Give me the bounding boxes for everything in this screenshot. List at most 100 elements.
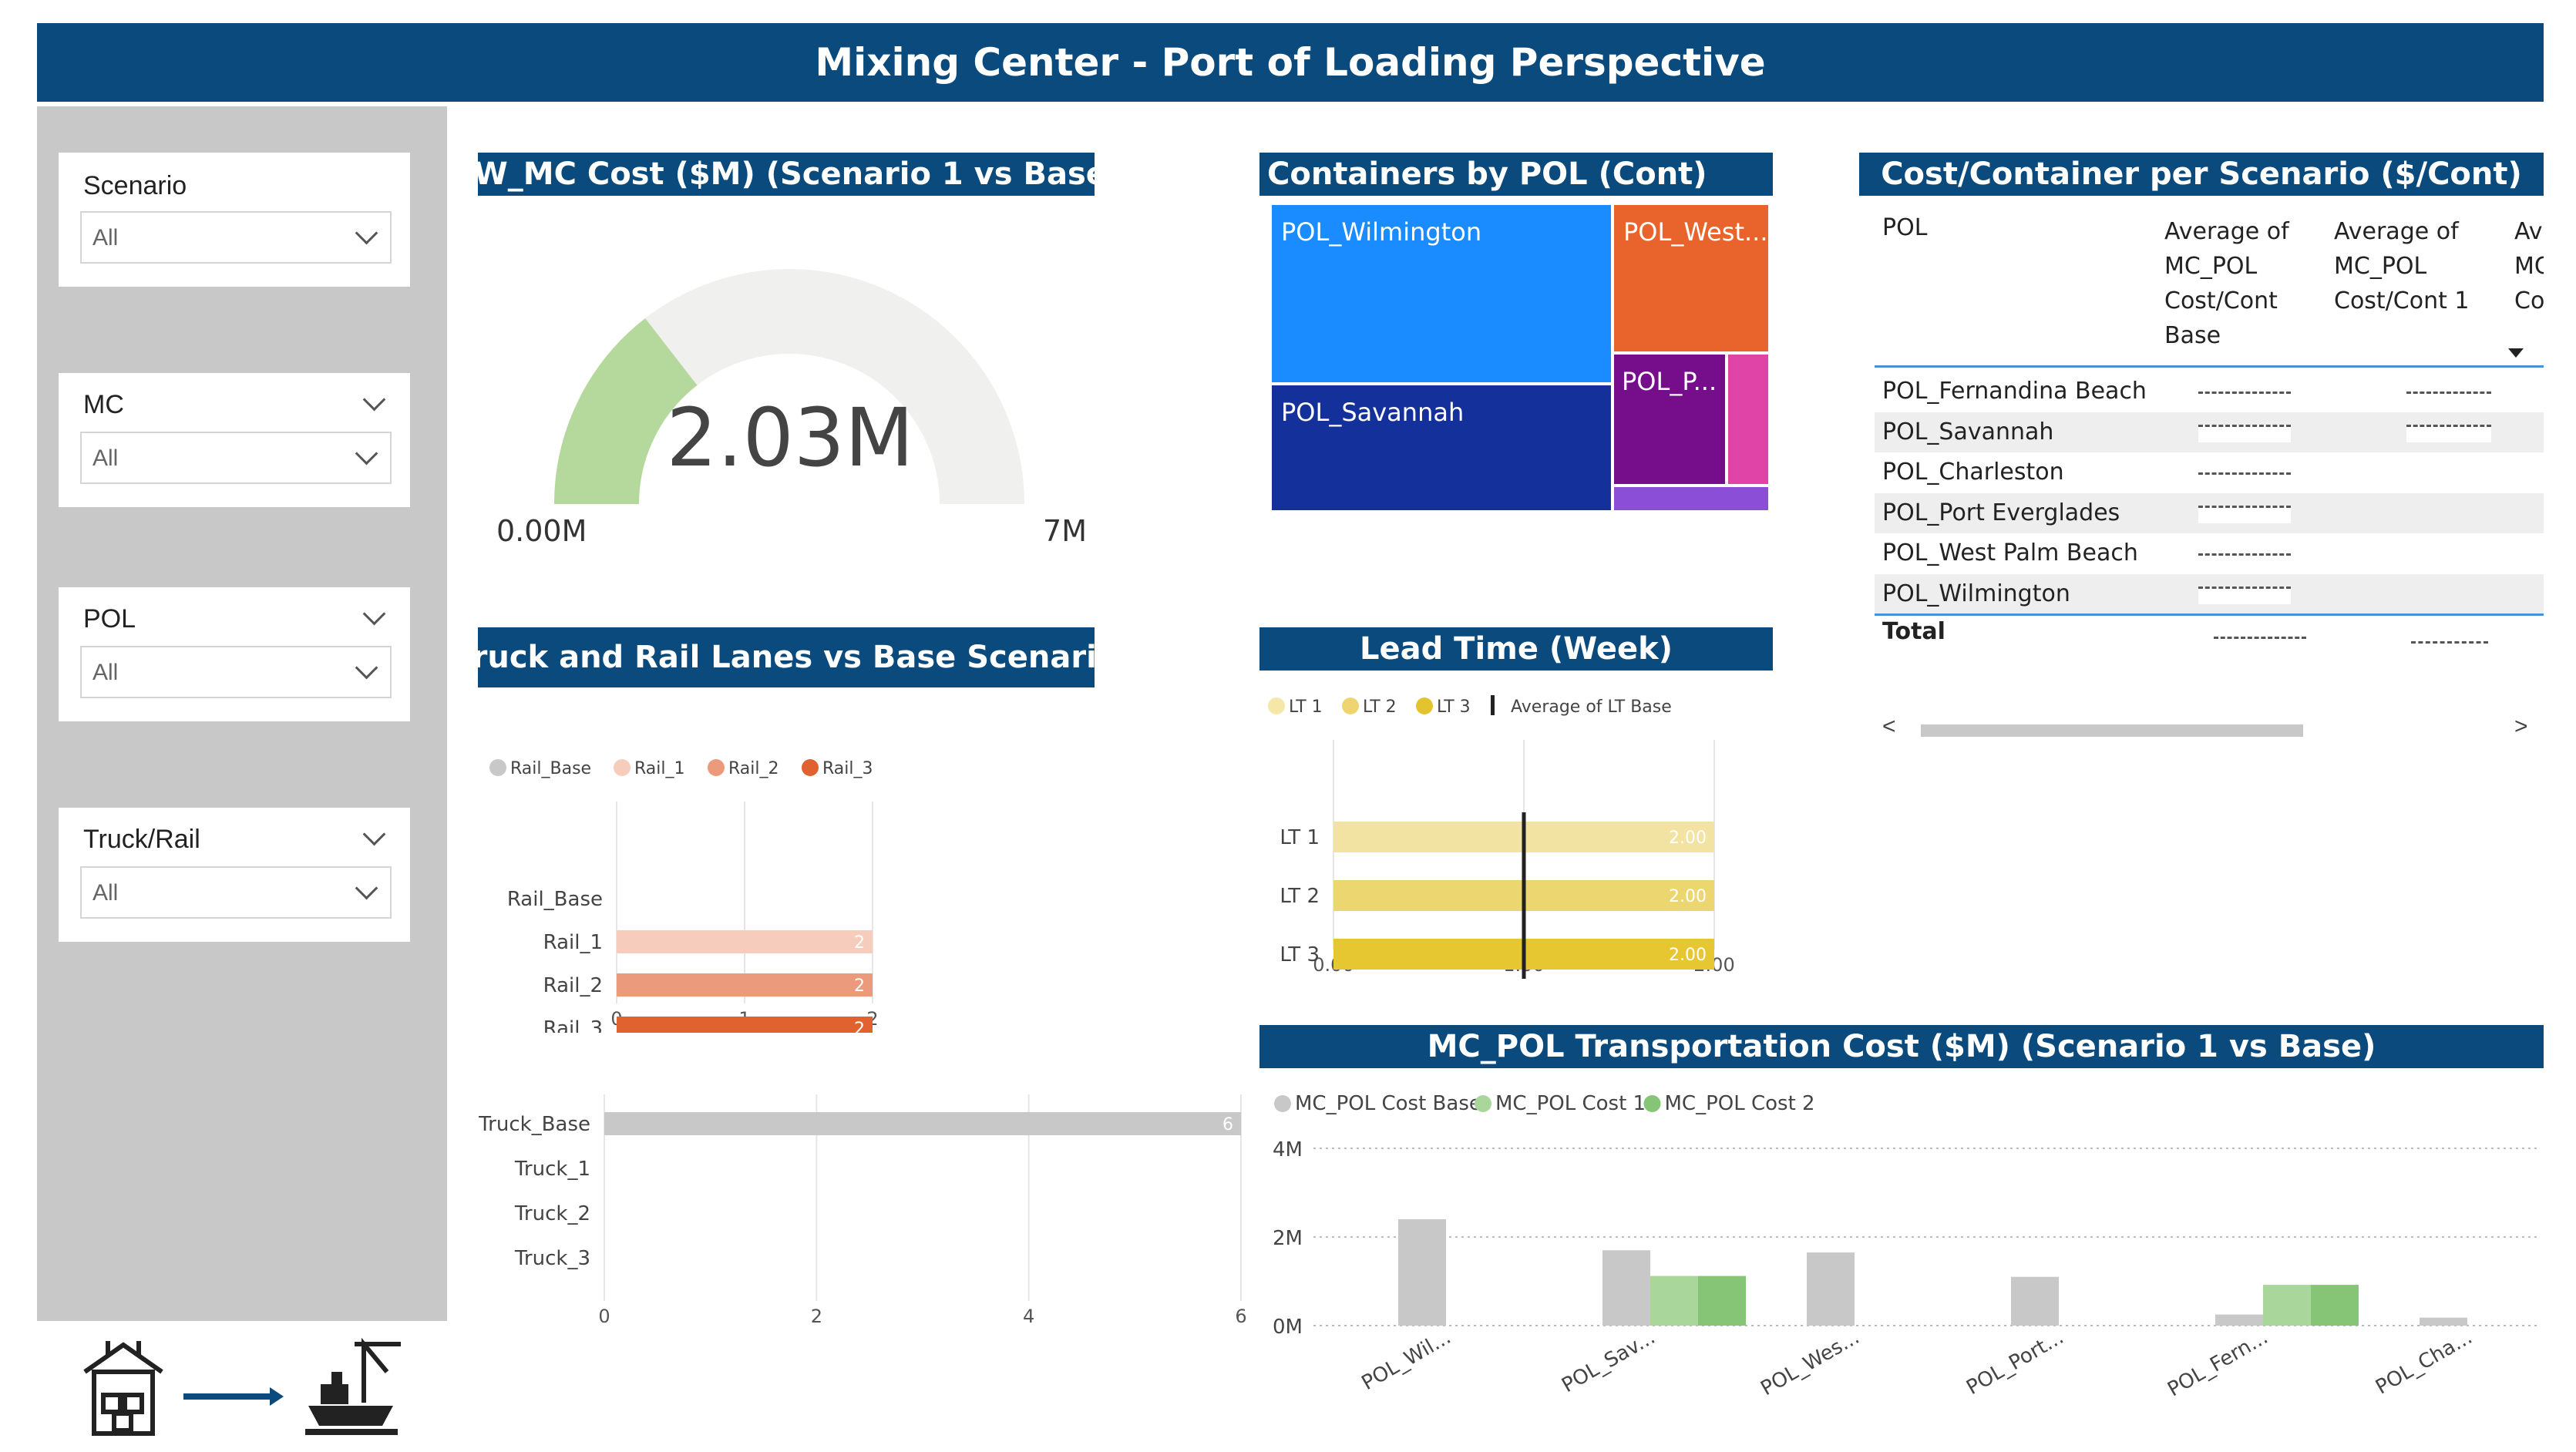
legend-marker [614,759,631,776]
table-cell-pol: POL_Charleston [1882,459,2064,486]
chevron-down-icon [355,221,378,245]
legend-entry[interactable]: LT 1 [1289,697,1323,717]
sort-desc-icon[interactable] [2508,348,2524,358]
header-line: Average of [2164,218,2289,245]
table-row[interactable]: POL_Fernandina Beach [1875,371,2544,412]
table-row[interactable]: POL_Savannah [1875,412,2544,452]
legend-entry[interactable]: LT 2 [1363,697,1397,717]
table-row[interactable]: POL_West Palm Beach [1875,533,2544,574]
table-total-label: Total [1882,618,1945,645]
legend-entry[interactable]: MC_POL Cost 1 [1495,1092,1646,1115]
total-divider [1875,613,2544,616]
treemap-tile[interactable] [1614,487,1768,510]
x-tick-label: POL_Fern... [2164,1326,2272,1401]
legend-entry[interactable]: MC_POL Cost Base [1295,1092,1481,1115]
table-cell-pol: POL_Fernandina Beach [1882,378,2147,405]
treemap-tile[interactable]: POL_P... [1614,355,1725,484]
truck-lanes-chart[interactable]: 0 2 4 6 Truck_Base 6 Truck_1 Truck_2 Truck_3 [462,1087,1249,1326]
bar[interactable] [1398,1219,1446,1326]
pol-dropdown[interactable]: All [80,646,392,698]
chevron-down-icon[interactable] [362,388,386,412]
treemap-tile[interactable]: POL_West... [1614,205,1768,351]
treemap-tile[interactable]: POL_Wilmington [1272,205,1611,382]
bar[interactable] [2311,1285,2359,1326]
scroll-right-icon[interactable]: > [2514,714,2528,739]
table-row[interactable]: POL_Charleston [1875,452,2544,493]
table-row[interactable]: POL_Port Everglades [1875,492,2544,533]
masked-value [2406,424,2491,442]
bar[interactable] [2215,1314,2263,1326]
gauge-title: SW_MC Cost ($M) (Scenario 1 vs Base) [478,156,1095,192]
legend-marker [1416,697,1433,714]
bar[interactable] [617,930,873,953]
transport-title: MC_POL Transportation Cost ($M) (Scenari… [1427,1029,2376,1064]
header-line: MC_POL [2164,253,2258,280]
category-label: Rail_2 [543,974,603,997]
transport-cost-chart[interactable]: 0M 2M 4M MC_POL Cost Base MC_POL Cost 1 MC_PO… [1259,1071,2544,1449]
treemap-tile[interactable]: POL_Savannah [1272,385,1611,510]
scenario-dropdown-value: All [92,225,119,250]
table-header-pol[interactable]: POL [1882,214,1928,241]
mc-dropdown-value: All [92,445,119,471]
bar[interactable] [604,1112,1241,1135]
cost-gauge[interactable]: 2.03M 0.00M 7M [478,196,1095,566]
masked-value [2406,392,2491,394]
containers-treemap[interactable]: POL_Wilmington POL_West... POL_Savannah … [1272,205,1768,510]
bar[interactable] [1602,1250,1650,1326]
chevron-down-icon[interactable] [362,602,386,626]
horizontal-scrollbar[interactable]: < > [1875,714,2544,740]
x-tick-label: POL_Port... [1962,1326,2067,1400]
legend-entry[interactable]: Rail_3 [822,759,873,778]
legend-entry[interactable]: Rail_Base [510,759,591,778]
masked-value [2198,392,2291,394]
chevron-down-icon [355,876,378,900]
x-tick-label: POL_Cha... [2372,1326,2476,1399]
legend-entry[interactable]: Rail_2 [728,759,779,778]
category-label: Rail_3 [543,1017,603,1033]
chevron-down-icon[interactable] [362,822,386,846]
bar[interactable] [1698,1276,1746,1326]
bar[interactable] [2420,1317,2467,1326]
data-label: 2.00 [1669,946,1707,965]
scenario-dropdown[interactable]: All [80,211,392,264]
legend-entry[interactable]: LT 3 [1437,697,1471,717]
header-line: Base [2164,322,2221,349]
bar[interactable] [2263,1285,2311,1326]
truck-rail-dropdown[interactable]: All [80,866,392,919]
table-header-base[interactable]: Average of MC_POL Cost/Cont Base [2164,214,2289,353]
category-label: Truck_Base [478,1113,590,1136]
bar[interactable] [1650,1276,1698,1326]
port-ship-icon [305,1337,401,1435]
masked-value [2198,586,2291,604]
bar[interactable] [617,1017,873,1033]
masked-value [2411,641,2488,644]
table-header-cost1[interactable]: Average of MC_POL Cost/Cont 1 [2334,214,2470,318]
table-row[interactable]: POL_Wilmington [1875,573,2544,614]
gauge-max-label: 7M [1043,514,1087,548]
cost-table[interactable]: POL Average of MC_POL Cost/Cont Base Ave… [1859,199,2544,769]
treemap-tile-label: POL_West... [1623,217,1767,247]
flow-diagram-icon [83,1337,401,1436]
x-tick-label: POL_Wil... [1358,1326,1455,1395]
bar[interactable] [617,973,873,997]
legend-entry[interactable]: Rail_1 [634,759,685,778]
legend-entry[interactable]: Average of LT Base [1511,697,1672,717]
header-line: Cost/Cont 1 [2334,287,2470,314]
table-header-cost2[interactable]: Av MC Co [2514,214,2544,318]
data-label: 2.00 [1669,829,1707,848]
gauge-value: 2.03M [666,391,913,485]
legend-marker [1643,1095,1661,1112]
scrollbar-thumb[interactable] [1921,724,2303,737]
rail-lanes-chart[interactable]: 012Rail_BaseRail_1Rail_2Rail_3Rail_BaseR… [462,740,894,1033]
mc-dropdown[interactable]: All [80,432,392,484]
filter-pol-label: POL [83,604,136,634]
scroll-left-icon[interactable]: < [1882,714,1896,739]
bar[interactable] [1807,1252,1855,1326]
treemap-tile[interactable] [1728,355,1768,484]
dashboard-title-text: Mixing Center - Port of Loading Perspect… [815,40,1766,85]
data-label: 2.00 [1669,887,1707,906]
bar[interactable] [2011,1276,2059,1326]
data-label: 2 [854,976,865,996]
legend-entry[interactable]: MC_POL Cost 2 [1665,1092,1815,1115]
